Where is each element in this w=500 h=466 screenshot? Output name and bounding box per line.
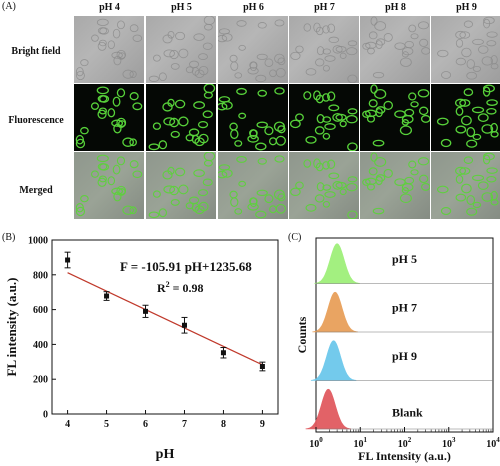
micrograph-bf [360,16,430,83]
y-axis-label: Counts [295,316,309,353]
micrograph-mg [431,152,500,219]
column-label: pH 5 [171,2,192,13]
y-tick-label: 600 [33,305,48,316]
r-squared-label: R [157,281,166,295]
data-point [259,363,265,369]
fit-line [67,272,263,366]
fit-equation: F = -105.91 pH+1235.68 [120,259,252,274]
panel-a-label: (A) [2,1,16,12]
panel-b-label: (B) [2,232,16,243]
x-axis-label: pH [156,447,175,462]
row-label: Fluorescence [8,115,64,126]
flow-cytometry-histogram: pH 5 pH 7 pH 9 Blank 100 101 102 103 104 FL Inten… [295,237,500,463]
series-label: pH 9 [392,349,417,363]
micrograph-fl [360,84,430,151]
x-tick-label: 6 [143,419,148,430]
r-squared-exponent: 2 [166,280,170,289]
y-tick-label: 400 [33,340,48,351]
micrograph-bf [431,16,500,83]
x-tick-label: 9 [260,419,265,430]
row-label: Merged [19,185,53,196]
x-tick-label: 103 [442,436,456,450]
x-tick-label: 5 [104,419,109,430]
histogram-peak [310,340,357,381]
plot-frame [51,239,279,415]
micrograph-fl [289,84,359,151]
micrograph-mg [146,152,216,219]
column-label: pH 6 [243,2,264,13]
micrograph-mg [74,152,144,219]
column-label: pH 7 [314,2,335,13]
micrograph-bf [74,16,144,83]
series-label: pH 7 [392,301,417,315]
micrograph-fl [74,84,144,151]
x-tick-label: 7 [182,419,187,430]
data-point [104,293,110,299]
r-squared-value: = 0.98 [170,281,204,295]
micrograph-fl [218,84,288,151]
x-tick-label: 101 [354,436,368,450]
micrograph-mg [218,152,288,219]
micrograph-mg [289,152,359,219]
column-label: pH 8 [385,2,406,13]
column-label: pH 9 [456,2,477,13]
x-tick-label: 100 [309,436,323,450]
micrograph-bf [218,16,288,83]
histogram-peak [314,243,360,284]
x-tick-label: 102 [398,436,412,450]
data-point [65,257,71,263]
micrograph-fl [146,84,216,151]
micrograph-mg [360,152,430,219]
histogram-peak [305,388,352,430]
y-tick-label: 800 [33,270,48,281]
y-tick-label: 200 [33,375,48,386]
data-point [220,350,226,356]
series-label: Blank [392,406,423,420]
data-point [143,308,149,314]
series-label: pH 5 [392,252,417,266]
x-tick-label: 8 [221,419,226,430]
panel-c-label: (C) [288,232,302,243]
histogram-peak [312,291,358,333]
micrograph-bf [289,16,359,83]
fl-intensity-ph-chart: 0 200 400 600 800 1000 4 5 6 7 8 9 F = -105.91 pH+12… [4,236,279,462]
column-label: pH 4 [99,2,120,13]
r-squared: R2 = 0.98 [157,280,204,295]
data-point [181,322,187,328]
y-tick-label: 0 [43,410,48,421]
x-axis-label: FL Intensity (a.u.) [358,449,451,463]
row-label: Bright field [11,46,61,57]
x-tick-label: 104 [486,436,500,450]
y-tick-label: 1000 [28,236,48,247]
micrograph-bf [146,16,216,83]
micrograph-fl [431,84,500,151]
x-tick-label: 4 [65,419,70,430]
y-axis-label: FL intensity (a.u.) [4,278,19,377]
